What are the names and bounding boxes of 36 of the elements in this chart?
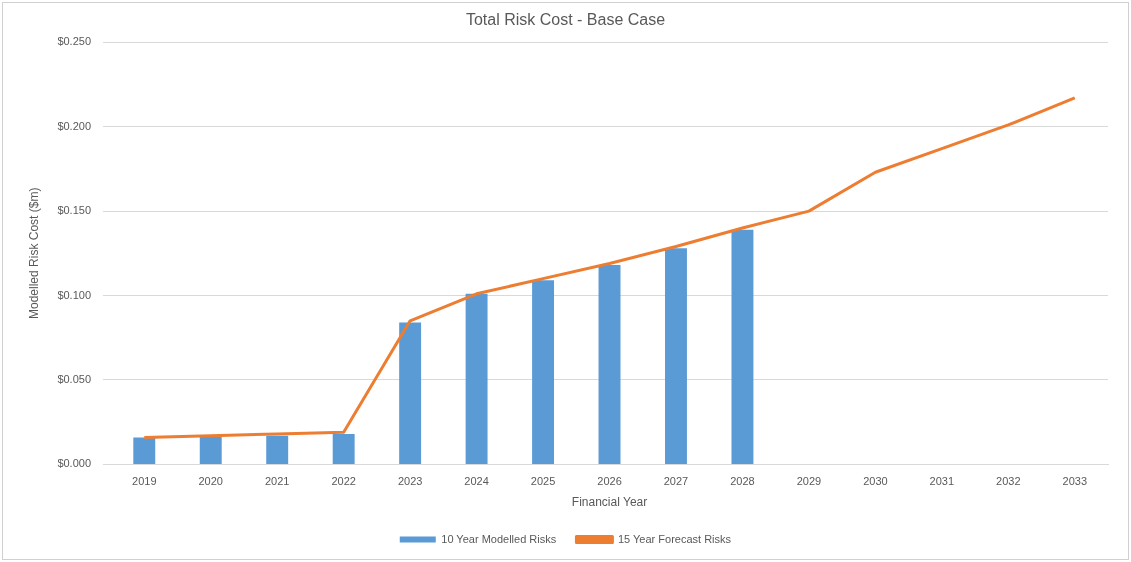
x-tick-label: 2032: [996, 475, 1021, 488]
x-tick-label: 2028: [730, 475, 755, 488]
y-tick-label: $0.100: [57, 288, 92, 301]
y-tick-label: $0.200: [57, 119, 92, 132]
x-tick-label: 2030: [863, 475, 888, 488]
x-tick-label: 2019: [132, 475, 157, 488]
legend-label: 15 Year Forecast Risks: [617, 532, 732, 545]
bar: [465, 293, 488, 464]
bar: [665, 248, 687, 464]
x-axis-title: Financial Year: [571, 495, 648, 510]
x-tick-label: 2027: [663, 475, 689, 488]
x-tick-label: 2029: [796, 475, 822, 488]
y-tick-label: $0.150: [57, 204, 92, 217]
bar: [731, 229, 754, 464]
x-tick-label: 2033: [1062, 475, 1088, 488]
legend-label: 10 Year Modelled Risks: [441, 532, 557, 545]
bar: [199, 436, 222, 464]
x-tick-label: 2020: [198, 475, 223, 488]
bar: [598, 265, 621, 464]
y-tick-label: $0.000: [57, 457, 92, 470]
bar: [399, 322, 422, 464]
x-tick-label: 2021: [264, 475, 290, 488]
y-tick-label: $0.250: [57, 35, 92, 48]
x-tick-label: 2025: [530, 475, 556, 488]
bar: [133, 437, 156, 464]
y-axis-title: Modelled Risk Cost ($m): [26, 187, 41, 319]
x-tick-label: 2022: [331, 475, 356, 488]
x-tick-label: 2023: [397, 475, 423, 488]
bar: [332, 434, 355, 464]
x-tick-label: 2031: [929, 475, 955, 488]
bar: [266, 435, 289, 464]
x-tick-label: 2024: [464, 475, 489, 488]
y-tick-label: $0.050: [57, 372, 92, 385]
x-tick-label: 2026: [597, 475, 622, 488]
chart-title: Total Risk Cost - Base Case: [465, 11, 666, 29]
bar: [532, 280, 555, 464]
